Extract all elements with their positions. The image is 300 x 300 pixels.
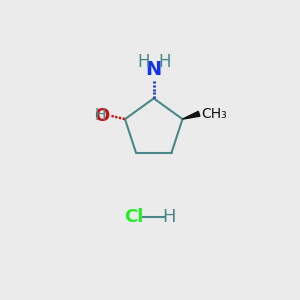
Text: H: H xyxy=(158,53,170,71)
Text: H: H xyxy=(137,53,149,71)
Text: Cl: Cl xyxy=(124,208,144,226)
Text: N: N xyxy=(146,60,162,80)
Text: O: O xyxy=(94,107,110,125)
Text: H: H xyxy=(162,208,175,226)
Text: H: H xyxy=(95,108,106,123)
Text: CH₃: CH₃ xyxy=(201,107,227,121)
Polygon shape xyxy=(182,111,200,119)
